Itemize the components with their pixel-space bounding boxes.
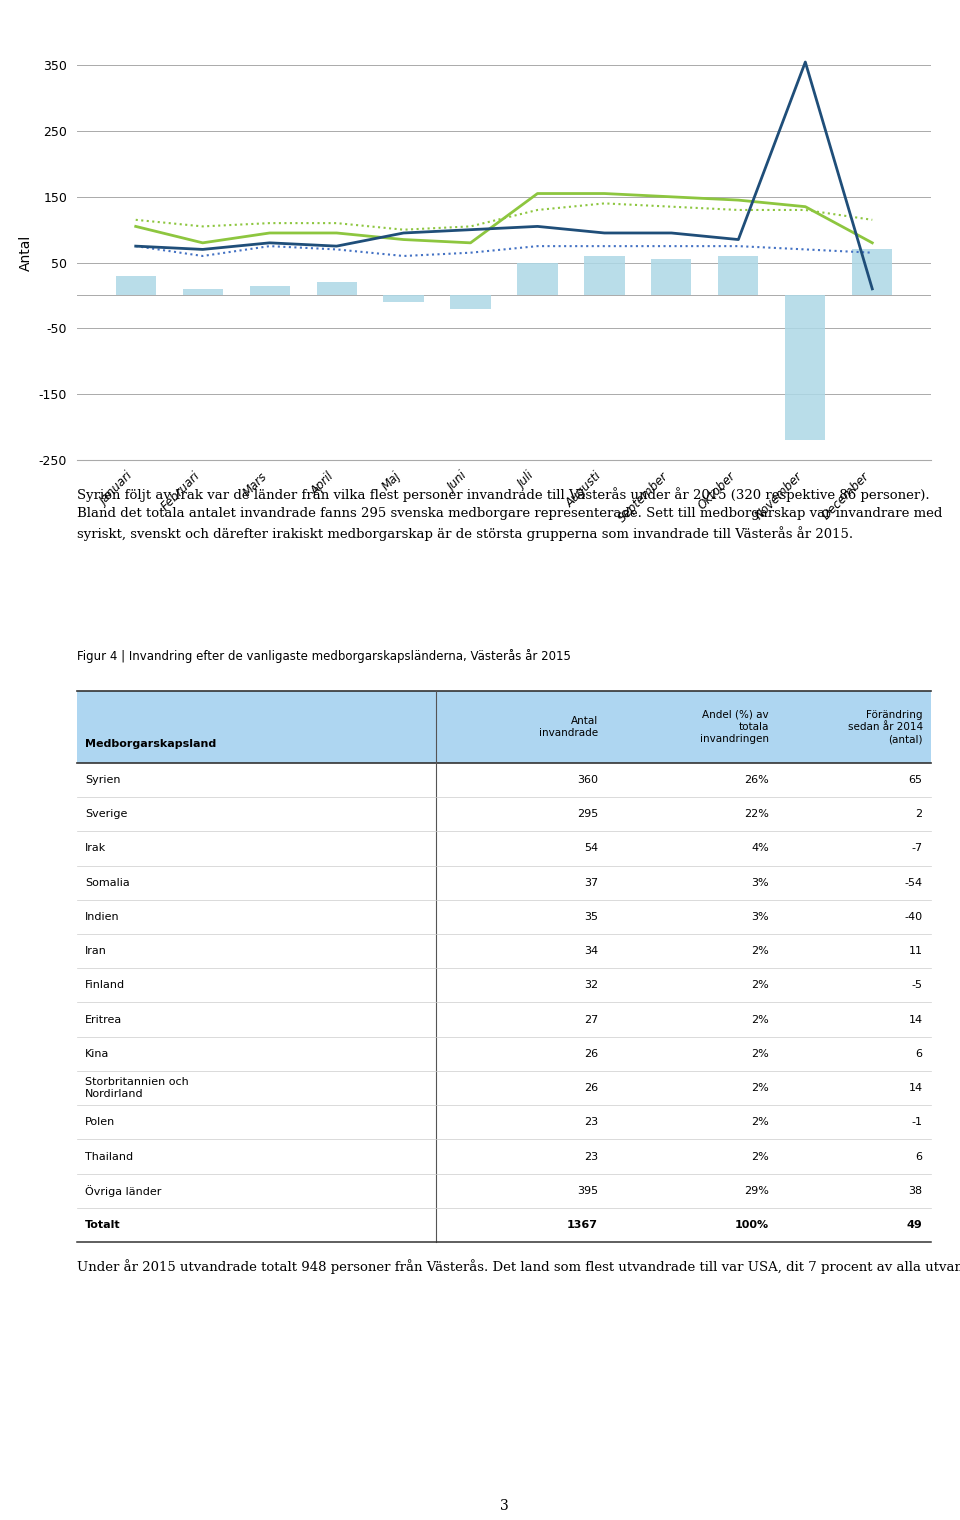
Text: 23: 23 [584, 1152, 598, 1161]
Text: Polen: Polen [85, 1117, 115, 1128]
Text: Kina: Kina [85, 1049, 109, 1059]
Text: 26%: 26% [744, 775, 769, 784]
Text: 22%: 22% [744, 809, 769, 819]
Text: 2%: 2% [751, 1152, 769, 1161]
Text: Övriga länder: Övriga länder [85, 1186, 161, 1196]
Text: Storbritannien och
Nordirland: Storbritannien och Nordirland [85, 1078, 189, 1099]
Text: 360: 360 [577, 775, 598, 784]
Text: Thailand: Thailand [85, 1152, 133, 1161]
Bar [517, 263, 558, 295]
Text: 1367: 1367 [567, 1221, 598, 1230]
Text: 27: 27 [584, 1015, 598, 1024]
Text: 2%: 2% [751, 1015, 769, 1024]
Text: Andel (%) av
totala
invandringen: Andel (%) av totala invandringen [700, 710, 769, 745]
Text: 3: 3 [499, 1499, 509, 1512]
Text: Antal
invandrade: Antal invandrade [539, 716, 598, 739]
Text: 14: 14 [908, 1084, 923, 1093]
Text: 6: 6 [916, 1049, 923, 1059]
Bar [383, 295, 423, 302]
Text: Sverige: Sverige [85, 809, 128, 819]
Bar [718, 255, 758, 295]
Text: 100%: 100% [734, 1221, 769, 1230]
FancyBboxPatch shape [77, 692, 931, 763]
Text: 2: 2 [916, 809, 923, 819]
Text: 4%: 4% [751, 844, 769, 853]
Text: 54: 54 [584, 844, 598, 853]
Text: 23: 23 [584, 1117, 598, 1128]
Text: 65: 65 [909, 775, 923, 784]
Text: Figur 4 | Invandring efter de vanligaste medborgarskapsländerna, Västerås år 201: Figur 4 | Invandring efter de vanligaste… [77, 649, 570, 663]
Y-axis label: Antal: Antal [19, 234, 34, 271]
Text: 37: 37 [584, 877, 598, 888]
Text: 26: 26 [584, 1049, 598, 1059]
Text: 32: 32 [584, 980, 598, 991]
Text: Indien: Indien [85, 912, 120, 923]
Text: 11: 11 [909, 945, 923, 956]
Text: Eritrea: Eritrea [85, 1015, 123, 1024]
Text: 295: 295 [577, 809, 598, 819]
Text: -54: -54 [904, 877, 923, 888]
Text: 3%: 3% [752, 877, 769, 888]
Text: 395: 395 [577, 1186, 598, 1196]
Text: -5: -5 [912, 980, 923, 991]
Text: 26: 26 [584, 1084, 598, 1093]
Text: Medborgarskapsland: Medborgarskapsland [85, 739, 217, 749]
Text: 2%: 2% [751, 980, 769, 991]
Text: 2%: 2% [751, 1117, 769, 1128]
Bar [852, 249, 893, 295]
Bar [785, 295, 826, 441]
Bar [651, 260, 691, 295]
Bar [585, 255, 625, 295]
Text: 3%: 3% [752, 912, 769, 923]
Text: -1: -1 [912, 1117, 923, 1128]
Text: 2%: 2% [751, 945, 769, 956]
Text: 6: 6 [916, 1152, 923, 1161]
Text: Totalt: Totalt [85, 1221, 121, 1230]
Text: Syrien: Syrien [85, 775, 121, 784]
Text: 2%: 2% [751, 1049, 769, 1059]
Bar [450, 295, 491, 309]
Text: 2%: 2% [751, 1084, 769, 1093]
Bar [317, 283, 357, 295]
Text: Förändring
sedan år 2014
(antal): Förändring sedan år 2014 (antal) [848, 710, 923, 745]
Text: Iran: Iran [85, 945, 108, 956]
Text: 49: 49 [907, 1221, 923, 1230]
Text: 14: 14 [908, 1015, 923, 1024]
Text: 35: 35 [584, 912, 598, 923]
Text: -7: -7 [912, 844, 923, 853]
Text: 34: 34 [584, 945, 598, 956]
Bar [250, 286, 290, 295]
Text: Irak: Irak [85, 844, 107, 853]
Bar [115, 275, 156, 295]
Text: 38: 38 [908, 1186, 923, 1196]
Text: -40: -40 [904, 912, 923, 923]
Text: Finland: Finland [85, 980, 126, 991]
Bar [182, 289, 223, 295]
Text: 29%: 29% [744, 1186, 769, 1196]
Text: Somalia: Somalia [85, 877, 131, 888]
Text: Syrien följt av Irak var de länder från vilka flest personer invandrade till Väs: Syrien följt av Irak var de länder från … [77, 486, 942, 541]
Text: Under år 2015 utvandrade totalt 948 personer från Västerås. Det land som flest u: Under år 2015 utvandrade totalt 948 pers… [77, 1260, 960, 1274]
